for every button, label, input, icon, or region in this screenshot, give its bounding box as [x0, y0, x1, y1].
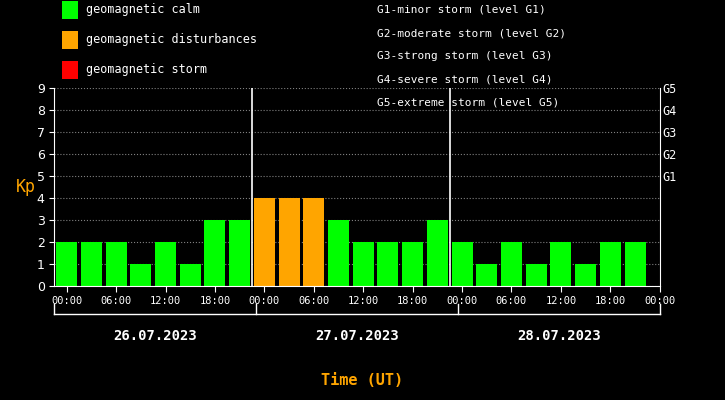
- Text: G4-severe storm (level G4): G4-severe storm (level G4): [377, 74, 552, 85]
- Text: 28.07.2023: 28.07.2023: [517, 329, 601, 343]
- Text: G3-strong storm (level G3): G3-strong storm (level G3): [377, 51, 552, 61]
- Bar: [204, 220, 225, 286]
- Bar: [328, 220, 349, 286]
- Text: geomagnetic disturbances: geomagnetic disturbances: [86, 34, 257, 46]
- Bar: [303, 198, 324, 286]
- Bar: [353, 242, 374, 286]
- Bar: [254, 198, 275, 286]
- Text: geomagnetic storm: geomagnetic storm: [86, 64, 207, 76]
- Text: G5-extreme storm (level G5): G5-extreme storm (level G5): [377, 98, 559, 108]
- Bar: [575, 264, 596, 286]
- Bar: [526, 264, 547, 286]
- Bar: [476, 264, 497, 286]
- Bar: [180, 264, 201, 286]
- Bar: [155, 242, 176, 286]
- Text: geomagnetic calm: geomagnetic calm: [86, 4, 200, 16]
- Bar: [229, 220, 250, 286]
- Bar: [402, 242, 423, 286]
- Text: G1-minor storm (level G1): G1-minor storm (level G1): [377, 5, 546, 15]
- Bar: [378, 242, 399, 286]
- Bar: [130, 264, 152, 286]
- Bar: [57, 242, 78, 286]
- Text: Time (UT): Time (UT): [321, 373, 404, 388]
- Bar: [81, 242, 102, 286]
- Bar: [106, 242, 127, 286]
- Bar: [452, 242, 473, 286]
- Text: G2-moderate storm (level G2): G2-moderate storm (level G2): [377, 28, 566, 38]
- Bar: [600, 242, 621, 286]
- Y-axis label: Kp: Kp: [15, 178, 36, 196]
- Bar: [624, 242, 645, 286]
- Bar: [550, 242, 571, 286]
- Text: 26.07.2023: 26.07.2023: [113, 329, 197, 343]
- Bar: [427, 220, 448, 286]
- Bar: [501, 242, 522, 286]
- Text: 27.07.2023: 27.07.2023: [315, 329, 399, 343]
- Bar: [278, 198, 299, 286]
